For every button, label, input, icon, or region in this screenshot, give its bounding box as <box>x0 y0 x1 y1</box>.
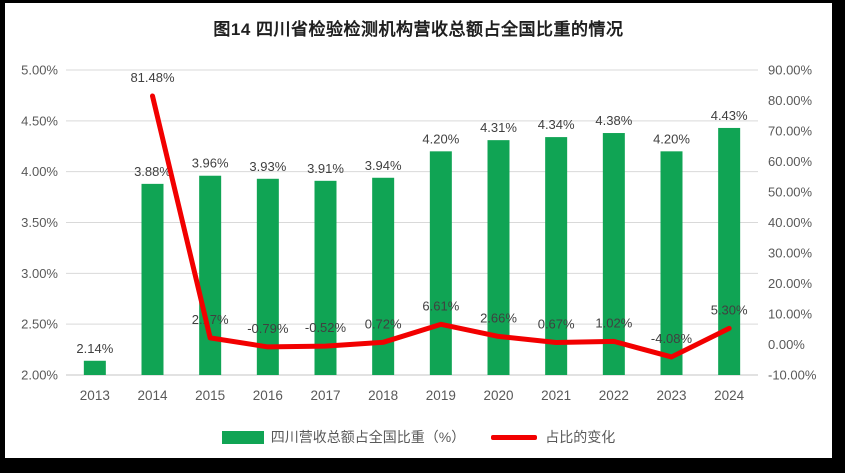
category-label: 2016 <box>253 388 283 403</box>
bar-data-label: 3.91% <box>307 161 344 176</box>
category-label: 2017 <box>310 388 340 403</box>
category-label: 2019 <box>426 388 456 403</box>
left-axis-tick-label: 2.50% <box>21 317 58 332</box>
right-axis-tick-label: 90.00% <box>768 63 813 78</box>
legend-bar-label: 四川营收总额占全国比重（%） <box>270 429 466 445</box>
right-axis-tick-label: -10.00% <box>768 368 817 383</box>
left-axis-tick-label: 4.50% <box>21 113 58 128</box>
category-label: 2014 <box>137 388 168 403</box>
bar-data-label: 3.96% <box>192 156 229 171</box>
left-axis-tick-label: 3.50% <box>21 215 58 230</box>
line-data-label: 0.72% <box>365 316 402 331</box>
bar-data-label: 4.43% <box>711 108 748 123</box>
bar-2018 <box>372 177 395 375</box>
right-axis-tick-label: 30.00% <box>768 246 813 261</box>
plot-area: 5.00% 4.50% 4.00% 3.50% 3.00% 2.50% 2.00% 90.00… <box>21 63 817 404</box>
line-data-label: 2.17% <box>192 312 229 327</box>
right-axis-tick-label: 60.00% <box>768 154 813 169</box>
legend-line-label: 占比的变化 <box>545 429 616 445</box>
bar-data-label: 4.20% <box>653 131 690 146</box>
line-data-label: 81.48% <box>130 70 175 85</box>
left-axis-tick-label: 5.00% <box>21 63 58 78</box>
line-data-label: 2.66% <box>480 310 517 325</box>
trend-line <box>150 93 732 360</box>
bar-2020 <box>487 140 510 375</box>
category-label: 2021 <box>541 388 571 403</box>
category-label: 2024 <box>714 388 745 403</box>
line-data-label: 0.67% <box>538 316 575 331</box>
bar-2024 <box>718 127 741 375</box>
bar-2022 <box>602 133 625 375</box>
chart-title: 图14 四川省检验检测机构营收总额占全国比重的情况 <box>213 20 624 39</box>
category-label: 2020 <box>483 388 513 403</box>
left-axis-tick-label: 3.00% <box>21 266 58 281</box>
line-data-label: -0.79% <box>247 321 289 336</box>
bar-2017 <box>314 180 337 375</box>
category-label: 2013 <box>80 388 110 403</box>
bar-2013 <box>83 360 106 375</box>
left-axis-tick-label: 2.00% <box>21 368 58 383</box>
left-axis-tick-label: 4.00% <box>21 164 58 179</box>
chart-frame: 图14 四川省检验检测机构营收总额占全国比重的情况 5.00% 4.50% 4.00… <box>5 3 832 458</box>
legend-bar-swatch <box>221 430 264 444</box>
line-data-label: 5.30% <box>711 302 748 317</box>
line-data-label: -4.08% <box>651 331 693 346</box>
legend-line-swatch <box>491 434 538 440</box>
right-axis-tick-label: 50.00% <box>768 185 813 200</box>
bar-data-label: 4.38% <box>595 113 632 128</box>
right-axis-tick-label: 70.00% <box>768 124 813 139</box>
bar-data-label: 4.31% <box>480 120 517 135</box>
bar-data-label: 4.20% <box>422 131 459 146</box>
bar-data-label: 3.94% <box>365 158 402 173</box>
bar-data-label: 3.88% <box>134 164 171 179</box>
line-data-label: 1.02% <box>595 315 632 330</box>
right-axis-tick-label: 20.00% <box>768 276 813 291</box>
category-label: 2018 <box>368 388 398 403</box>
legend: 四川营收总额占全国比重（%） 占比的变化 <box>5 427 832 447</box>
bar-2021 <box>545 137 568 375</box>
bar-2023 <box>660 151 683 375</box>
right-axis-tick-label: 40.00% <box>768 215 813 230</box>
category-label: 2023 <box>656 388 686 403</box>
line-data-label: 6.61% <box>422 298 459 313</box>
right-axis-tick-label: 80.00% <box>768 93 813 108</box>
bar-2016 <box>256 178 279 375</box>
line-data-label: -0.52% <box>305 320 347 335</box>
bar-data-label: 2.14% <box>76 341 113 356</box>
right-axis-tick-label: 0.00% <box>768 337 805 352</box>
category-label: 2015 <box>195 388 225 403</box>
right-axis-tick-label: 10.00% <box>768 307 813 322</box>
bar-2014 <box>141 183 164 375</box>
bar-2015 <box>199 175 222 375</box>
category-label: 2022 <box>599 388 629 403</box>
bar-data-label: 4.34% <box>538 117 575 132</box>
bar-data-label: 3.93% <box>249 159 286 174</box>
bar-2019 <box>429 151 452 375</box>
